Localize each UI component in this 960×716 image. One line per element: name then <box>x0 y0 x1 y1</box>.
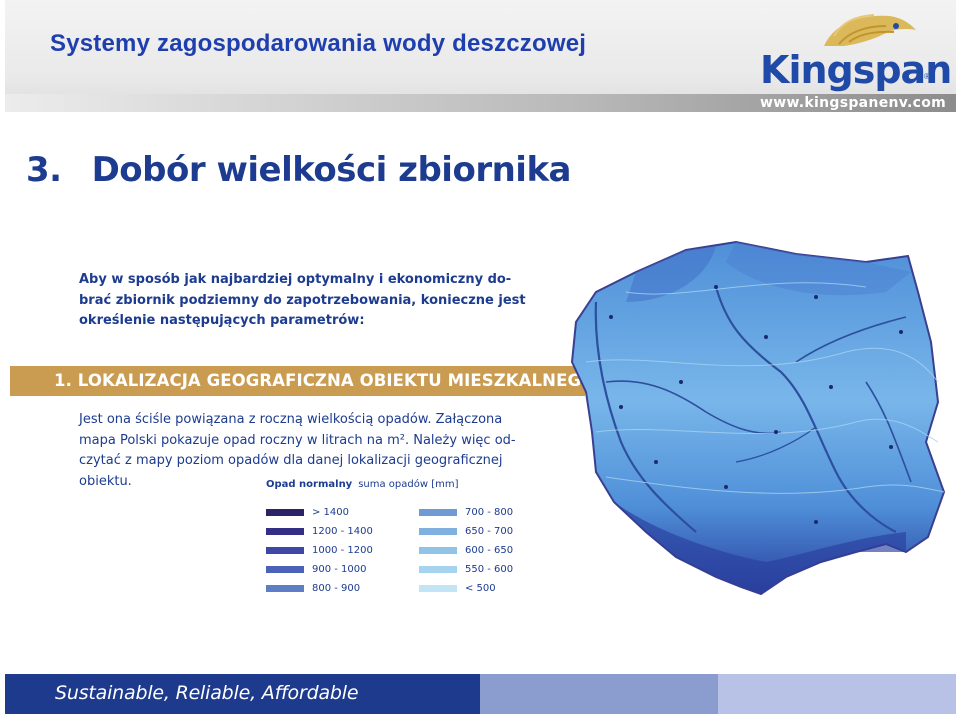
legend-label: 600 - 650 <box>465 544 514 556</box>
intro-paragraph: Aby w sposób jak najbardziej optymalny i… <box>79 270 529 332</box>
warta-river <box>605 380 782 435</box>
legend-swatch <box>419 584 457 592</box>
footer-dark-panel <box>5 674 480 714</box>
legend-item: 550 - 600 <box>419 562 513 576</box>
subsection-band <box>10 366 585 396</box>
legend-label: > 1400 <box>312 506 350 518</box>
city-marker <box>724 485 728 489</box>
legend-swatch <box>419 565 457 573</box>
legend-item: < 500 <box>419 581 496 595</box>
legend-swatch <box>266 546 304 554</box>
precipitation-isoline <box>605 476 945 494</box>
bug-river <box>865 381 912 483</box>
legend-item: 700 - 800 <box>419 505 513 519</box>
map-svg <box>570 240 946 596</box>
legend-title: Opad normalny suma opadów [mm] <box>266 479 459 490</box>
intro-line: określenie następujących parametrów: <box>79 313 365 328</box>
header-bar <box>5 94 956 112</box>
lakeland-region <box>726 242 911 296</box>
city-marker <box>714 285 718 289</box>
city-marker <box>609 315 613 319</box>
precipitation-legend: Opad normalny suma opadów [mm] > 1400 120… <box>266 479 566 599</box>
city-marker <box>829 385 833 389</box>
precipitation-isoline <box>585 347 939 383</box>
legend-title-bold: Opad normalny <box>266 479 353 490</box>
legend-item: 650 - 700 <box>419 524 513 538</box>
footer-mid-panel <box>480 674 718 714</box>
city-marker <box>889 445 893 449</box>
legend-label: 700 - 800 <box>465 506 514 518</box>
legend-label: 1200 - 1400 <box>312 525 373 537</box>
legend-swatch <box>419 546 457 554</box>
legend-swatch <box>419 527 457 535</box>
legend-label: 650 - 700 <box>465 525 514 537</box>
legend-swatch <box>266 527 304 535</box>
city-marker <box>619 405 623 409</box>
footer-light-panel <box>718 674 956 714</box>
intro-line: Aby w sposób jak najbardziej optymalny i… <box>79 272 512 287</box>
lion-emblem-icon <box>824 14 916 46</box>
narew-river <box>795 316 907 363</box>
footer-slogan: Sustainable, Reliable, Affordable <box>55 682 359 704</box>
pilica-river <box>735 426 817 463</box>
footer-bar: Sustainable, Reliable, Affordable <box>5 674 956 714</box>
legend-item: 1200 - 1400 <box>266 524 373 538</box>
precipitation-isoline <box>625 282 867 295</box>
legend-swatch <box>266 508 304 516</box>
mountain-region <box>614 502 906 594</box>
intro-line: brać zbiornik podziemny do zapotrzebowan… <box>79 292 526 308</box>
city-marker <box>814 295 818 299</box>
kingspan-logo: Kingspan ® <box>760 6 952 94</box>
vistula-river <box>714 286 897 533</box>
section-number: 3. <box>26 150 62 190</box>
legend-swatch <box>419 508 457 516</box>
legend-swatch <box>266 584 304 592</box>
header-bg <box>5 0 956 112</box>
description-line: czytać z mapy poziom opadów dla danej lo… <box>79 453 503 468</box>
legend-label: < 500 <box>465 582 496 594</box>
section-heading: 3. Dobór wielkości zbiornika <box>26 150 572 190</box>
city-marker <box>899 330 903 334</box>
city-marker <box>764 335 768 339</box>
description-line: Jest ona ściśle powiązana z roczną wielk… <box>79 412 503 427</box>
page-title: Systemy zagospodarowania wody deszczowej <box>50 30 587 57</box>
city-marker <box>814 520 818 524</box>
subsection-title: 1. LOKALIZACJA GEOGRAFICZNA OBIEKTU MIES… <box>54 371 596 390</box>
coast-region <box>626 246 716 302</box>
city-marker <box>679 380 683 384</box>
description-line: mapa Polski pokazuje opad roczny w litra… <box>79 432 516 448</box>
section-title-text: Dobór wielkości zbiornika <box>91 150 572 190</box>
legend-label: 550 - 600 <box>465 563 514 575</box>
city-marker <box>774 430 778 434</box>
legend-item: 600 - 650 <box>419 543 513 557</box>
description-paragraph: Jest ona ściśle powiązana z roczną wielk… <box>79 410 539 492</box>
registered-mark: ® <box>924 72 930 81</box>
legend-title-unit: suma opadów [mm] <box>358 479 459 490</box>
poland-precipitation-map <box>566 232 954 602</box>
precipitation-isoline <box>595 418 939 443</box>
legend-item: 1000 - 1200 <box>266 543 373 557</box>
legend-label: 900 - 1000 <box>312 563 367 575</box>
description-line: obiektu. <box>79 473 132 489</box>
legend-label: 800 - 900 <box>312 582 361 594</box>
city-marker <box>654 460 658 464</box>
legend-label: 1000 - 1200 <box>312 544 373 556</box>
legend-item: > 1400 <box>266 505 349 519</box>
oder-river <box>594 301 697 533</box>
legend-swatch <box>266 565 304 573</box>
logo-wordmark: Kingspan <box>760 48 952 92</box>
legend-item: 900 - 1000 <box>266 562 367 576</box>
website-url[interactable]: www.kingspanenv.com <box>760 95 947 111</box>
legend-item: 800 - 900 <box>266 581 360 595</box>
